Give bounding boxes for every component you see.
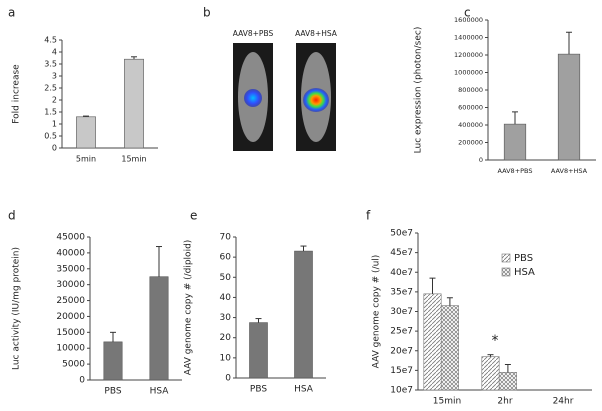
x-tick-label: 5min [76, 155, 96, 164]
y-tick-label: 5000 [62, 360, 85, 370]
x-tick-label: PBS [250, 385, 267, 395]
y-tick-label: 10e7 [390, 386, 413, 396]
y-tick-label: 0 [52, 144, 57, 153]
signal [244, 89, 262, 107]
x-tick-label: AAV8+PBS [497, 167, 532, 175]
y-tick-label: 50e7 [390, 229, 413, 239]
y-tick-label: 20 [220, 333, 232, 343]
bar [481, 356, 500, 391]
y-axis-label: Luc expression (photon/sec) [414, 27, 424, 154]
bar [498, 372, 517, 391]
y-tick-label: 10 [220, 353, 232, 363]
bar [124, 58, 144, 149]
y-tick-label: 20e7 [390, 346, 413, 356]
y-tick-label: 1200000 [454, 51, 483, 59]
y-tick-label: 0 [79, 376, 85, 386]
y-tick-label: 40 [220, 293, 232, 303]
y-tick-label: 2 [52, 96, 57, 105]
bar [423, 293, 442, 391]
legend-label: HSA [514, 267, 535, 278]
y-tick-label: 0 [225, 374, 231, 384]
legend-label: PBS [514, 253, 533, 264]
bar [149, 276, 169, 381]
y-tick-label: 600000 [458, 104, 483, 112]
bar [249, 322, 268, 379]
legend-swatch [501, 253, 511, 263]
y-tick-label: 0.5 [44, 132, 57, 141]
signal [303, 88, 329, 112]
y-tick-label: 3 [52, 72, 57, 81]
y-tick-label: 800000 [458, 86, 483, 94]
y-tick-label: 1400000 [454, 34, 483, 42]
bar [557, 53, 581, 161]
panel-letter: f [366, 209, 371, 223]
y-tick-label: 30e7 [390, 307, 413, 317]
y-tick-label: 10000 [56, 344, 85, 354]
y-tick-label: 45e7 [390, 248, 413, 258]
y-tick-label: 15000 [56, 328, 85, 338]
panel-letter: b [203, 6, 211, 20]
y-tick-label: 400000 [458, 121, 483, 129]
y-tick-label: 4 [52, 48, 57, 57]
bar [294, 250, 313, 379]
panel-letter: d [8, 209, 16, 223]
x-tick-label: AAV8+HSA [551, 167, 588, 175]
y-tick-label: 40000 [56, 248, 85, 258]
y-tick-label: 1000000 [454, 69, 483, 77]
y-axis-label: AAV genome copy # (/diploid) [184, 240, 194, 376]
y-tick-label: 1.5 [44, 108, 57, 117]
y-axis-label: AAV genome copy # (/ul) [372, 255, 382, 369]
x-tick-label: 24hr [553, 397, 574, 407]
bar [440, 305, 459, 391]
x-tick-label: HSA [150, 387, 170, 397]
y-tick-label: 4.5 [44, 36, 57, 45]
image-caption: AAV8+PBS [233, 29, 274, 38]
x-tick-label: HSA [294, 385, 314, 395]
y-tick-label: 200000 [458, 139, 483, 147]
y-tick-label: 1600000 [454, 16, 483, 24]
image-caption: AAV8+HSA [295, 29, 338, 38]
x-tick-label: 15min [121, 155, 146, 164]
panel-letter: e [190, 209, 197, 223]
y-tick-label: 35e7 [390, 287, 413, 297]
y-tick-label: 35000 [56, 264, 85, 274]
y-tick-label: 15e7 [390, 366, 413, 376]
image-panel: b AAV8+PBS AAV8+HSA [203, 6, 338, 151]
x-tick-label: PBS [104, 387, 121, 397]
y-tick-label: 1 [52, 120, 57, 129]
bar [76, 116, 96, 149]
y-tick-label: 45000 [56, 233, 85, 243]
y-tick-label: 60 [220, 253, 232, 263]
y-tick-label: 20000 [56, 312, 85, 322]
y-tick-label: 25e7 [390, 327, 413, 337]
panel-letter: a [8, 6, 15, 20]
bar [503, 123, 527, 161]
y-tick-label: 50 [220, 273, 232, 283]
x-tick-label: 2hr [497, 397, 512, 407]
x-tick-label: 15min [433, 397, 461, 407]
y-tick-label: 30 [220, 313, 232, 323]
y-axis-label: Luc activity (IU/mg protein) [12, 247, 22, 370]
y-tick-label: 3.5 [44, 60, 57, 69]
y-axis-label: Fold increase [12, 64, 22, 124]
y-tick-label: 70 [220, 233, 232, 243]
annotation: * [492, 333, 499, 349]
y-tick-label: 25000 [56, 296, 85, 306]
y-tick-label: 0 [479, 156, 483, 164]
panel-letter: c [464, 6, 471, 20]
y-tick-label: 30000 [56, 280, 85, 290]
bar [103, 341, 123, 381]
y-tick-label: 2.5 [44, 84, 57, 93]
legend-swatch [501, 267, 511, 277]
y-tick-label: 40e7 [390, 268, 413, 278]
